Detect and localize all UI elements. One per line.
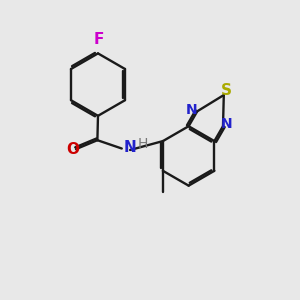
Text: N: N xyxy=(123,140,136,155)
Text: O: O xyxy=(66,142,79,157)
Text: S: S xyxy=(221,83,232,98)
Text: F: F xyxy=(94,32,104,47)
Text: H: H xyxy=(138,137,148,152)
Text: N: N xyxy=(186,103,198,116)
Text: N: N xyxy=(221,117,232,131)
